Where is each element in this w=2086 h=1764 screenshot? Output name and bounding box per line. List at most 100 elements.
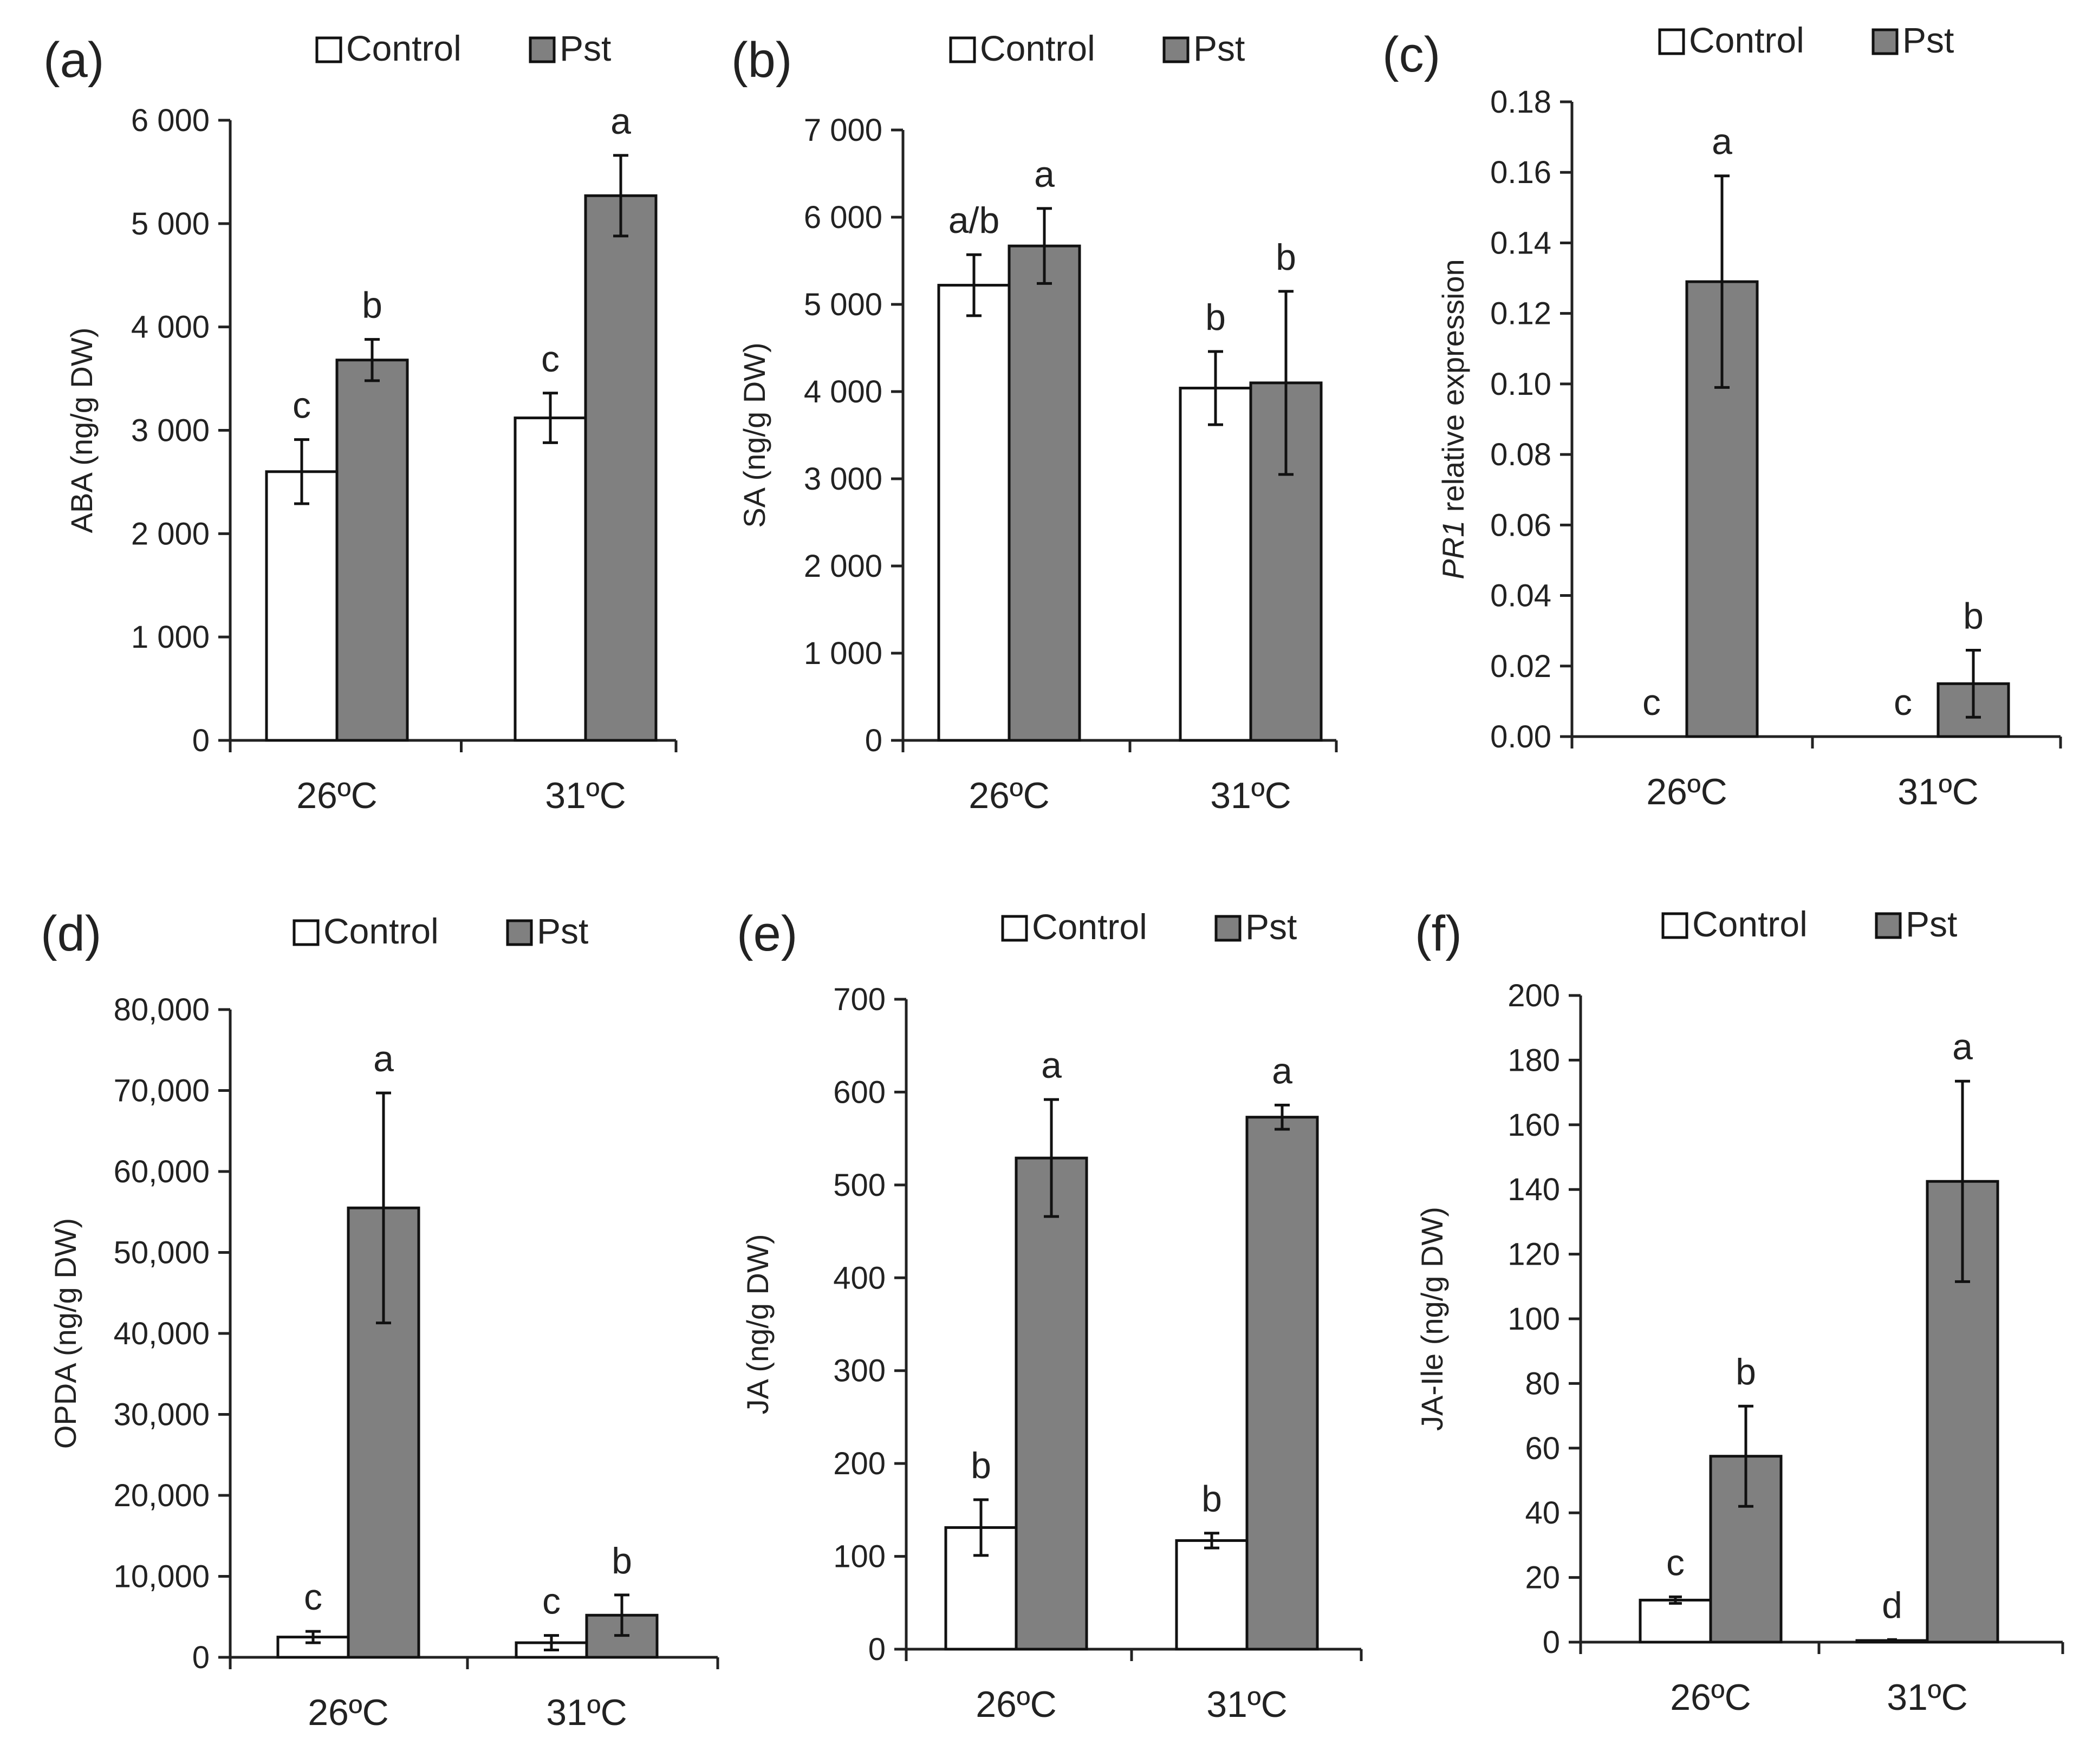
y-axis-title-part: JA-Ile (ng/g DW) <box>1415 1207 1449 1431</box>
y-tick-label: 120 <box>1507 1237 1560 1272</box>
significance-letter: a <box>610 101 631 142</box>
x-tick-label: 26ºC <box>1646 771 1727 812</box>
y-tick-label: 0 <box>192 723 210 758</box>
y-axis-title-part: ABA (ng/g DW) <box>64 328 99 533</box>
y-tick-label: 6 000 <box>131 103 210 138</box>
x-tick-label: 26ºC <box>1670 1677 1751 1718</box>
legend-label: Pst <box>560 28 611 68</box>
x-tick-label: 31ºC <box>545 775 626 816</box>
y-tick-label: 0.18 <box>1490 84 1551 120</box>
y-tick-label: 0.10 <box>1490 367 1551 402</box>
y-tick-label: 40,000 <box>114 1316 210 1351</box>
y-tick-label: 140 <box>1507 1172 1560 1207</box>
y-tick-label: 20 <box>1525 1560 1560 1596</box>
significance-letter: b <box>971 1445 991 1486</box>
x-tick-label: 26ºC <box>969 775 1050 816</box>
x-tick-label: 31ºC <box>1887 1677 1968 1718</box>
bar-pst-1 <box>335 359 409 742</box>
significance-letter: c <box>304 1577 322 1618</box>
legend-swatch-control <box>1661 912 1688 939</box>
legend-label: Pst <box>1245 907 1297 947</box>
legend-label: Control <box>1692 904 1808 944</box>
y-tick-label: 70,000 <box>114 1073 210 1109</box>
y-tick-label: 0 <box>868 1632 886 1667</box>
legend-swatch-control <box>1001 915 1028 942</box>
significance-letter: a <box>1952 1026 1973 1067</box>
y-tick-label: 5 000 <box>131 206 210 242</box>
legend-swatch-control <box>949 36 976 63</box>
legend-swatch-pst <box>506 919 533 946</box>
y-tick-label: 50,000 <box>114 1235 210 1271</box>
chart-panel-a: (a) Control Pst 0 1 000 2 000 3 000 4 000 5 000 6… <box>43 28 678 816</box>
y-axis-title-part: OPDA (ng/g DW) <box>48 1218 82 1449</box>
significance-letter: b <box>1201 1479 1222 1520</box>
legend-swatch-control <box>315 36 342 63</box>
y-tick-label: 200 <box>1507 978 1560 1013</box>
y-tick-label: 0 <box>1543 1625 1560 1660</box>
legend-swatch-pst <box>1162 36 1190 63</box>
bar-control-1 <box>937 284 1011 742</box>
bar-pst-2 <box>1245 1116 1319 1651</box>
legend-label: Pst <box>1906 904 1957 944</box>
y-tick-label: 2 000 <box>131 516 210 551</box>
legend: Control Pst <box>949 28 1245 68</box>
legend-swatch-pst <box>1871 28 1899 55</box>
y-tick-label: 400 <box>833 1260 886 1296</box>
y-tick-label: 1 000 <box>804 636 882 671</box>
y-tick-label: 3 000 <box>131 413 210 448</box>
significance-letter: a/b <box>948 200 1000 241</box>
legend: Control Pst <box>315 28 611 68</box>
bar-pst-1 <box>1008 244 1081 742</box>
panel-label: (f) <box>1415 906 1462 961</box>
legend-label: Pst <box>537 911 588 951</box>
legend-label: Control <box>980 28 1095 68</box>
y-tick-label: 0.04 <box>1490 578 1551 614</box>
y-axis-title: PR1 relative expression <box>1436 259 1470 579</box>
panel-label: (e) <box>737 906 797 961</box>
significance-letter: a <box>373 1038 394 1079</box>
legend-swatch-pst <box>1875 912 1902 939</box>
legend-label: Control <box>323 911 439 951</box>
significance-letter: a <box>1712 121 1732 162</box>
legend: Control Pst <box>293 911 588 951</box>
significance-letter: c <box>1666 1542 1685 1583</box>
y-tick-label: 6 000 <box>804 200 882 235</box>
y-tick-label: 1 000 <box>131 620 210 655</box>
chart-panel-c: (c) Control Pst 0.00 0.02 0.04 0.06 0.08 0.10 0.1… <box>1382 20 2062 812</box>
bar-control-2 <box>1179 387 1252 742</box>
y-tick-label: 0.14 <box>1490 225 1551 261</box>
y-axis-title: SA (ng/g DW) <box>737 342 771 528</box>
legend: Control Pst <box>1661 904 1957 944</box>
y-tick-label: 80 <box>1525 1366 1560 1401</box>
y-tick-label: 0 <box>192 1640 210 1675</box>
significance-letter: c <box>542 1581 561 1622</box>
significance-letter: b <box>1205 297 1226 338</box>
significance-letter: d <box>1882 1585 1902 1626</box>
y-axis-title: JA-Ile (ng/g DW) <box>1415 1207 1449 1431</box>
y-tick-label: 100 <box>1507 1301 1560 1337</box>
y-tick-label: 200 <box>833 1446 886 1481</box>
y-tick-label: 700 <box>833 982 886 1017</box>
y-tick-label: 30,000 <box>114 1397 210 1433</box>
y-axis-title-part: relative expression <box>1436 259 1470 520</box>
significance-letter: a <box>1041 1045 1062 1086</box>
x-tick-label: 26ºC <box>296 775 378 816</box>
legend-label: Pst <box>1902 20 1954 60</box>
x-tick-label: 26ºC <box>976 1684 1057 1725</box>
y-axis-title: OPDA (ng/g DW) <box>48 1218 82 1449</box>
chart-panel-e: (e) Control Pst 0 100 200 300 400 500 600 700 JA (n… <box>737 906 1363 1725</box>
significance-letter: a <box>1272 1050 1292 1091</box>
legend: Control Pst <box>1001 907 1297 947</box>
legend-label: Control <box>346 28 462 68</box>
panel-label: (c) <box>1382 27 1440 82</box>
chart-panel-b: (b) Control Pst 0 1 000 2 000 3 000 4 000 5 000 6… <box>731 28 1338 816</box>
chart-panel-f: (f) Control Pst 0 20 40 60 80 100 120 140 160 180 200… <box>1415 904 2064 1718</box>
significance-letter: b <box>1276 237 1296 278</box>
bar-control-1 <box>265 470 339 742</box>
y-tick-label: 180 <box>1507 1043 1560 1078</box>
legend-label: Control <box>1689 20 1804 60</box>
panel-label: (b) <box>731 32 792 88</box>
legend-swatch-control <box>1658 28 1685 55</box>
y-axis-title: ABA (ng/g DW) <box>64 328 99 533</box>
significance-letter: b <box>362 285 382 326</box>
